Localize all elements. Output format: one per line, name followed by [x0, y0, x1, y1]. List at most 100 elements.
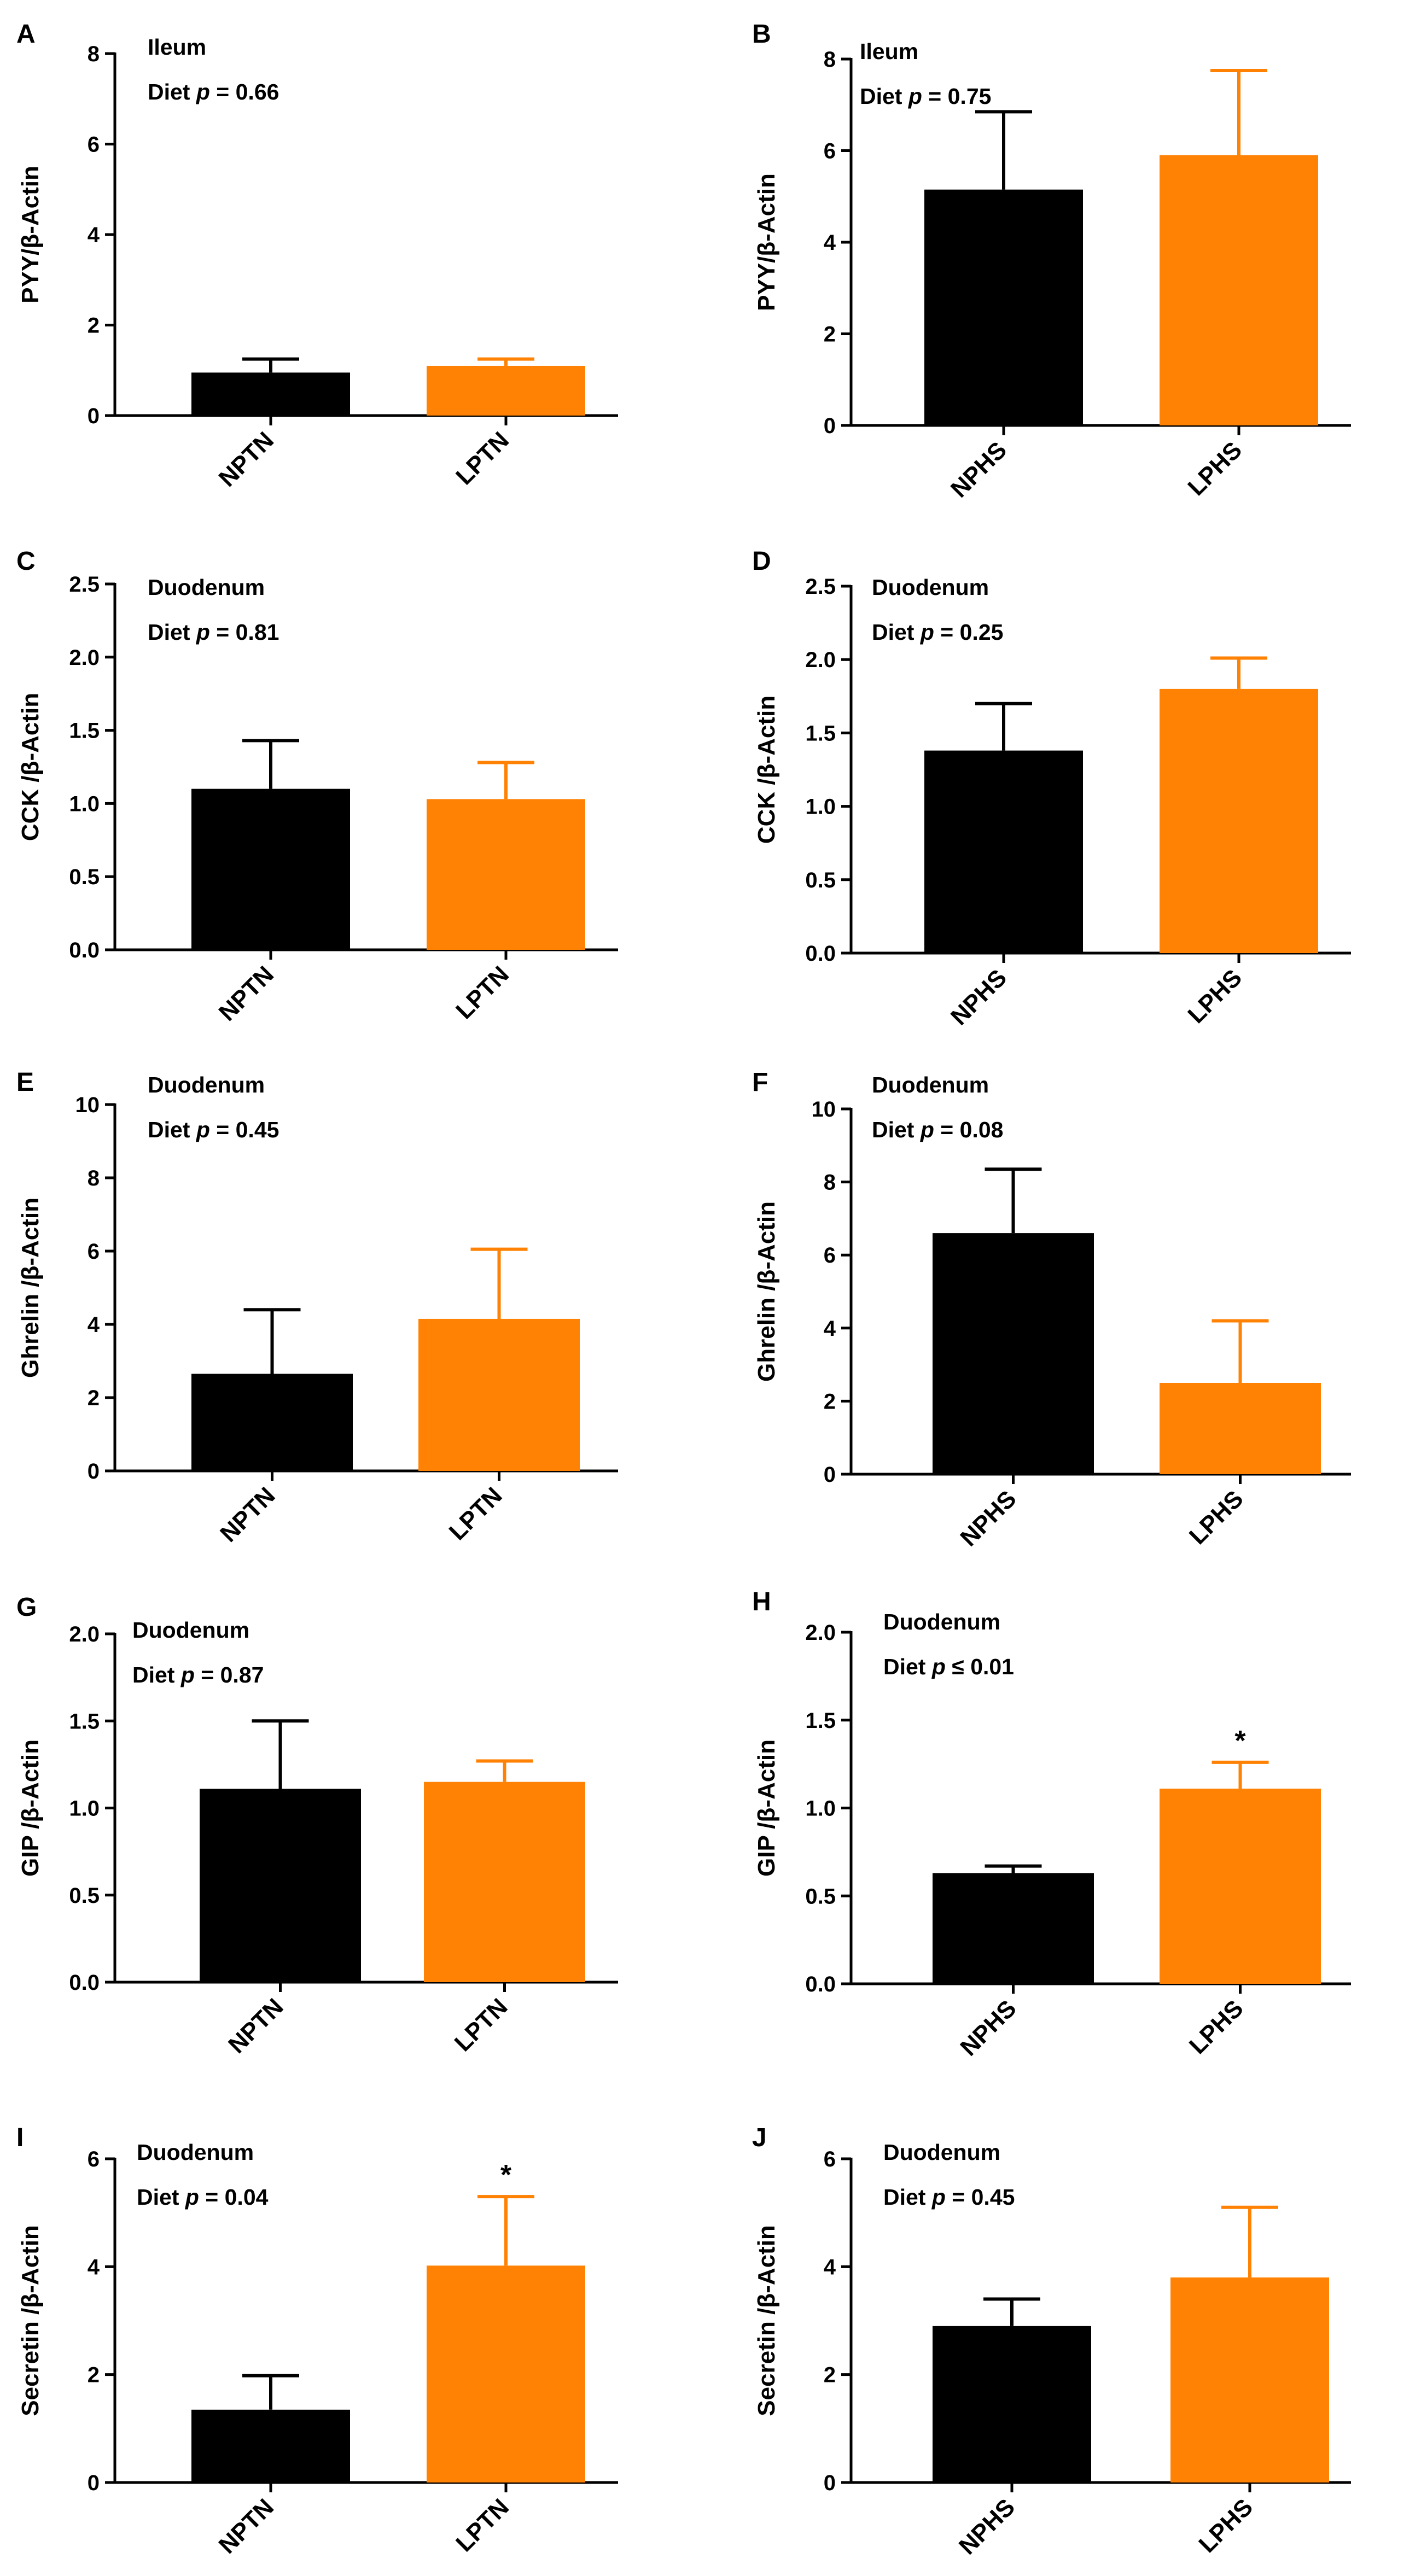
- y-axis-label: GIP /β-Actin: [17, 1739, 44, 1877]
- diet-p-value: Diet p = 0.25: [872, 620, 1003, 645]
- panel-letter: J: [752, 2123, 767, 2152]
- y-tick-label: 1.5: [805, 1709, 836, 1733]
- bar-lphs: [1160, 1789, 1321, 1984]
- tissue-label: Ileum: [148, 34, 206, 60]
- y-tick-label: 4: [88, 1313, 100, 1337]
- y-tick-label: 1.0: [69, 792, 100, 816]
- category-label-nphs: NPHS: [955, 1485, 1021, 1551]
- y-tick-label: 2.5: [805, 575, 836, 599]
- category-label-lptn: LPTN: [451, 961, 514, 1024]
- y-axis-label: CCK /β-Actin: [17, 693, 44, 841]
- bar-lphs: [1160, 1383, 1321, 1474]
- panel-letter: D: [752, 547, 771, 576]
- y-tick-label: 0.0: [805, 1972, 836, 1996]
- category-label-lphs: LPHS: [1183, 436, 1247, 501]
- tissue-label: Duodenum: [883, 2140, 1000, 2165]
- y-axis-label: Secretin /β-Actin: [17, 2225, 44, 2416]
- y-tick-label: 0: [824, 2471, 836, 2495]
- y-tick-label: 6: [824, 139, 836, 163]
- panel-letter: I: [16, 2123, 24, 2152]
- panel-letter: F: [752, 1068, 768, 1097]
- y-axis-label: CCK /β-Actin: [753, 696, 780, 844]
- panel-letter: C: [16, 547, 36, 576]
- diet-p-value: Diet p = 0.45: [148, 1117, 279, 1142]
- panel-letter: H: [752, 1587, 771, 1616]
- panel-c: C Duodenum Diet p = 0.81 CCK /β-Actin 0.0 0.5…: [16, 547, 618, 1026]
- bar-nptn: [191, 788, 350, 950]
- y-tick-label: 10: [75, 1093, 100, 1117]
- y-tick-label: 6: [88, 133, 100, 157]
- category-label-nptn: NPTN: [214, 961, 279, 1026]
- diet-p-value: Diet p = 0.45: [883, 2184, 1015, 2210]
- category-label-nptn: NPTN: [223, 1993, 288, 2058]
- y-tick-label: 0.5: [69, 1884, 100, 1908]
- y-tick-label: 8: [824, 1171, 836, 1195]
- y-axis-label: GIP /β-Actin: [753, 1739, 780, 1877]
- diet-p-value: Diet p = 0.66: [148, 79, 279, 104]
- category-label-nptn: NPTN: [214, 2493, 279, 2559]
- panel-g: G Duodenum Diet p = 0.87 GIP /β-Actin 0.0 0.5…: [16, 1593, 618, 2059]
- diet-p-value: Diet p ≤ 0.01: [883, 1654, 1014, 1679]
- panel-letter: A: [16, 20, 36, 49]
- category-label-lptn: LPTN: [450, 1993, 513, 2057]
- y-tick-label: 2.0: [805, 648, 836, 672]
- y-tick-label: 1.5: [805, 721, 836, 745]
- tissue-label: Duodenum: [137, 2140, 254, 2165]
- bar-lptn: [427, 365, 585, 416]
- bar-nphs: [924, 189, 1083, 425]
- panel-h: H Duodenum Diet p ≤ 0.01 GIP /β-Actin 0.0 0.5…: [752, 1587, 1351, 2061]
- significance-marker: *: [500, 2159, 512, 2191]
- tissue-label: Duodenum: [883, 1609, 1000, 1634]
- y-tick-label: 2: [824, 323, 836, 347]
- y-tick-label: 8: [88, 42, 100, 66]
- diet-p-value: Diet p = 0.04: [137, 2184, 269, 2210]
- y-tick-label: 0.0: [69, 1971, 100, 1995]
- category-label-nptn: NPTN: [214, 427, 279, 492]
- y-tick-label: 0.5: [805, 868, 836, 892]
- y-axis-label: Ghrelin /β-Actin: [753, 1201, 780, 1382]
- category-label-nptn: NPTN: [215, 1482, 280, 1547]
- y-tick-label: 6: [88, 1240, 100, 1264]
- y-axis-label: Ghrelin /β-Actin: [17, 1198, 44, 1378]
- y-tick-label: 0: [88, 404, 100, 428]
- y-tick-label: 6: [824, 1243, 836, 1267]
- y-tick-label: 2: [88, 2363, 100, 2387]
- y-tick-label: 0.0: [69, 938, 100, 962]
- y-tick-label: 4: [88, 223, 100, 247]
- y-tick-label: 0: [88, 2471, 100, 2495]
- bar-nptn: [200, 1789, 361, 1982]
- tissue-label: Ileum: [860, 39, 918, 64]
- bar-lptn: [424, 1781, 585, 1982]
- tissue-label: Duodenum: [872, 575, 989, 600]
- y-tick-label: 2.0: [69, 1622, 100, 1646]
- y-tick-label: 10: [812, 1097, 836, 1121]
- y-tick-label: 2.0: [805, 1621, 836, 1645]
- y-tick-label: 1.0: [69, 1797, 100, 1821]
- bar-nptn: [191, 372, 350, 416]
- bar-nphs: [933, 1873, 1094, 1984]
- category-label-lphs: LPHS: [1184, 1485, 1249, 1550]
- y-tick-label: 6: [824, 2147, 836, 2171]
- y-tick-label: 0.5: [69, 865, 100, 889]
- y-tick-label: 8: [824, 48, 836, 72]
- bar-lphs: [1160, 155, 1318, 425]
- category-label-lptn: LPTN: [451, 427, 514, 490]
- bar-lphs: [1170, 2277, 1329, 2482]
- y-tick-label: 1.5: [69, 1709, 100, 1733]
- panel-letter: E: [16, 1068, 34, 1097]
- category-label-lphs: LPHS: [1184, 1995, 1249, 2059]
- bar-nphs: [924, 750, 1083, 953]
- panel-f: F Duodenum Diet p = 0.08 Ghrelin /β-Actin 0 2…: [752, 1068, 1351, 1552]
- panel-letter: B: [752, 20, 771, 49]
- category-label-lphs: LPHS: [1193, 2493, 1258, 2558]
- y-tick-label: 0.0: [805, 942, 836, 966]
- panel-d: D Duodenum Diet p = 0.25 CCK /β-Actin 0.0 0.5…: [752, 547, 1351, 1031]
- panel-i: I Duodenum Diet p = 0.04 Secretin /β-Actin 0…: [16, 2123, 618, 2559]
- category-label-nphs: NPHS: [954, 2493, 1020, 2560]
- bar-lphs: [1160, 688, 1318, 953]
- category-label-lptn: LPTN: [451, 2493, 514, 2557]
- y-axis-label: PYY/β-Actin: [17, 166, 44, 303]
- y-tick-label: 8: [88, 1166, 100, 1190]
- diet-p-value: Diet p = 0.75: [860, 84, 991, 109]
